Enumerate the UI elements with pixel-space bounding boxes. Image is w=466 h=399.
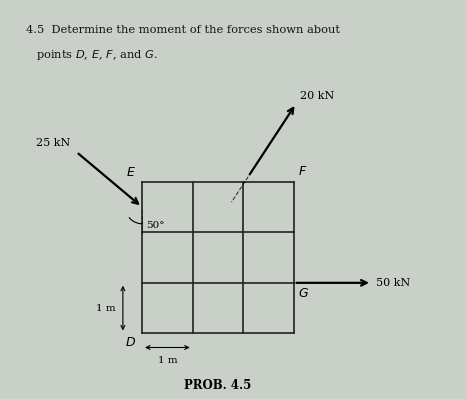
Text: $G$: $G$ <box>298 287 308 300</box>
Text: 1 m: 1 m <box>96 304 116 312</box>
Text: $E$: $E$ <box>126 166 136 179</box>
Text: $F$: $F$ <box>298 165 307 178</box>
Text: 1 m: 1 m <box>158 356 177 365</box>
Text: 4.5  Determine the moment of the forces shown about: 4.5 Determine the moment of the forces s… <box>26 25 340 35</box>
Text: points $D$, $E$, $F$, and $G$.: points $D$, $E$, $F$, and $G$. <box>36 48 158 62</box>
Text: 20 kN: 20 kN <box>300 91 335 101</box>
Text: 25 kN: 25 kN <box>36 138 70 148</box>
Text: $D$: $D$ <box>125 336 136 349</box>
Text: 50°: 50° <box>145 221 164 230</box>
Text: PROB. 4.5: PROB. 4.5 <box>184 379 252 392</box>
Text: 50 kN: 50 kN <box>376 278 410 288</box>
